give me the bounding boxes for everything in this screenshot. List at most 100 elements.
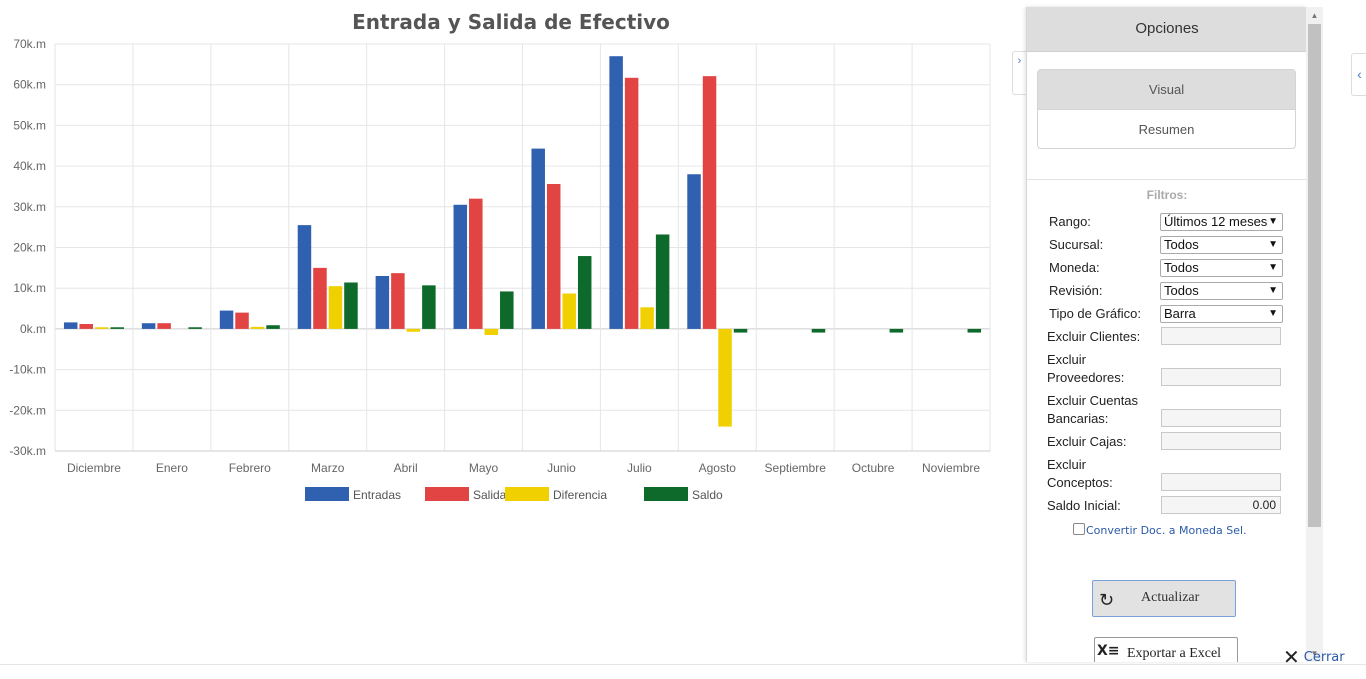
tipo-grafico-label: Tipo de Gráfico: bbox=[1049, 306, 1142, 321]
rango-value: Últimos 12 meses bbox=[1164, 214, 1268, 229]
excluir-conceptos-input[interactable] bbox=[1161, 473, 1281, 491]
legend-swatch-salidas bbox=[425, 487, 469, 501]
x-tick-label: Diciembre bbox=[67, 461, 121, 475]
x-tick-label: Julio bbox=[627, 461, 652, 475]
saldo-inicial-label: Saldo Inicial: bbox=[1047, 498, 1121, 513]
bar-entradas bbox=[141, 323, 156, 329]
excluir-cuentas-label-2: Bancarias: bbox=[1047, 411, 1109, 426]
y-tick-label: 0k.m bbox=[20, 322, 46, 336]
chart-title: Entrada y Salida de Efectivo bbox=[352, 10, 670, 34]
bar-salidas bbox=[469, 198, 483, 329]
export-excel-button[interactable]: X≡ Exportar a Excel bbox=[1094, 637, 1238, 662]
moneda-select[interactable]: Todos ▼ bbox=[1160, 259, 1283, 277]
grid bbox=[54, 43, 991, 452]
excluir-cajas-input[interactable] bbox=[1161, 432, 1281, 450]
options-panel: Opciones Visual Resumen Filtros: Rango: … bbox=[1026, 7, 1307, 662]
filters-title: Filtros: bbox=[1146, 188, 1188, 202]
bar-diferencia bbox=[406, 328, 421, 332]
bar-saldo bbox=[733, 328, 748, 333]
x-tick-label: Septiembre bbox=[765, 461, 827, 475]
bar-salidas bbox=[391, 273, 405, 329]
bar-diferencia bbox=[718, 328, 732, 427]
revision-select[interactable]: Todos ▼ bbox=[1160, 282, 1283, 300]
excluir-conceptos-label-2: Conceptos: bbox=[1047, 475, 1113, 490]
x-tick-label: Noviembre bbox=[922, 461, 980, 475]
bar-saldo bbox=[344, 282, 358, 329]
tipo-grafico-select[interactable]: Barra ▼ bbox=[1160, 305, 1283, 323]
revision-label: Revisión: bbox=[1049, 283, 1103, 298]
close-button[interactable]: ✕ Cerrar bbox=[1283, 645, 1345, 669]
chart-area: Entrada y Salida de Efectivo 70k.m 60k.m 5… bbox=[9, 10, 991, 502]
y-tick-label: 10k.m bbox=[13, 281, 46, 295]
convert-currency-checkbox[interactable] bbox=[1073, 523, 1085, 535]
chevron-left-icon: ‹ bbox=[1357, 66, 1362, 82]
bar-entradas bbox=[63, 322, 78, 329]
bar-entradas bbox=[687, 174, 701, 329]
bottom-bar bbox=[0, 664, 1366, 679]
divider bbox=[1027, 179, 1307, 180]
bar-salidas bbox=[157, 323, 171, 329]
excluir-proveedores-input[interactable] bbox=[1161, 368, 1281, 386]
convert-currency-label[interactable]: Convertir Doc. a Moneda Sel. bbox=[1086, 524, 1247, 537]
excluir-clientes-input[interactable] bbox=[1161, 327, 1281, 345]
legend-label-entradas: Entradas bbox=[353, 488, 401, 502]
bar-salidas bbox=[313, 267, 327, 329]
x-tick-label: Enero bbox=[156, 461, 188, 475]
x-tick-label: Febrero bbox=[229, 461, 271, 475]
bar-entradas bbox=[531, 148, 545, 329]
y-tick-label: 20k.m bbox=[13, 241, 46, 255]
close-icon: ✕ bbox=[1283, 645, 1300, 669]
convert-currency-row: Convertir Doc. a Moneda Sel. bbox=[1073, 523, 1247, 537]
saldo-inicial-input[interactable]: 0.00 bbox=[1161, 496, 1281, 514]
excluir-clientes-label: Excluir Clientes: bbox=[1047, 329, 1141, 344]
moneda-value: Todos bbox=[1164, 260, 1199, 275]
legend-swatch-diferencia bbox=[505, 487, 549, 501]
bar-entradas bbox=[297, 225, 312, 329]
bar-saldo bbox=[500, 291, 514, 329]
update-button[interactable]: ↻ Actualizar bbox=[1092, 580, 1236, 617]
bar-salidas bbox=[702, 76, 717, 329]
collapse-chart-tab[interactable]: › bbox=[1012, 51, 1026, 95]
y-tick-label: 40k.m bbox=[13, 159, 46, 173]
update-button-label: Actualizar bbox=[1141, 590, 1200, 605]
bar-diferencia bbox=[640, 307, 654, 329]
tab-resumen[interactable]: Resumen bbox=[1138, 122, 1195, 137]
dropdown-arrow-icon: ▼ bbox=[1268, 285, 1278, 296]
excluir-conceptos-label-1: Excluir bbox=[1047, 457, 1087, 472]
bar-salidas bbox=[235, 312, 249, 329]
x-tick-label: Junio bbox=[547, 461, 576, 475]
moneda-label: Moneda: bbox=[1049, 260, 1100, 275]
bar-saldo bbox=[577, 256, 592, 329]
excluir-proveedores-label-2: Proveedores: bbox=[1047, 370, 1125, 385]
export-excel-label: Exportar a Excel bbox=[1127, 646, 1222, 661]
excluir-proveedores-label-1: Excluir bbox=[1047, 352, 1087, 367]
chevron-right-icon: › bbox=[1017, 55, 1022, 67]
rango-label: Rango: bbox=[1049, 214, 1091, 229]
dropdown-arrow-icon: ▼ bbox=[1268, 239, 1278, 250]
tipo-grafico-value: Barra bbox=[1164, 306, 1196, 321]
bar-salidas bbox=[624, 77, 639, 329]
excluir-cajas-label: Excluir Cajas: bbox=[1047, 434, 1127, 449]
rango-select[interactable]: Últimos 12 meses ▼ bbox=[1160, 213, 1283, 231]
excluir-cuentas-input[interactable] bbox=[1161, 409, 1281, 427]
saldo-inicial-value: 0.00 bbox=[1252, 498, 1276, 512]
tab-visual[interactable]: Visual bbox=[1038, 70, 1295, 110]
sucursal-select[interactable]: Todos ▼ bbox=[1160, 236, 1283, 254]
legend: Entradas Salidas Diferencia Saldo bbox=[305, 487, 723, 502]
scroll-down-icon[interactable]: ▼ bbox=[1310, 649, 1319, 658]
bar-saldo bbox=[655, 234, 670, 329]
legend-label-diferencia: Diferencia bbox=[553, 488, 607, 502]
expand-panel-tab[interactable]: ‹ bbox=[1351, 53, 1366, 96]
scroll-up-icon[interactable]: ▲ bbox=[1310, 11, 1319, 20]
scrollbar-thumb[interactable] bbox=[1308, 24, 1321, 527]
dropdown-arrow-icon: ▼ bbox=[1268, 308, 1278, 319]
y-tick-label: 70k.m bbox=[13, 37, 46, 51]
bar-saldo bbox=[188, 327, 202, 329]
bar-saldo bbox=[422, 285, 436, 329]
y-tick-label: 30k.m bbox=[13, 200, 46, 214]
bar-diferencia bbox=[484, 328, 499, 336]
dropdown-arrow-icon: ▼ bbox=[1268, 216, 1278, 227]
bar-diferencia bbox=[250, 326, 265, 329]
bar-diferencia bbox=[94, 327, 109, 329]
bar-saldo bbox=[110, 327, 124, 329]
